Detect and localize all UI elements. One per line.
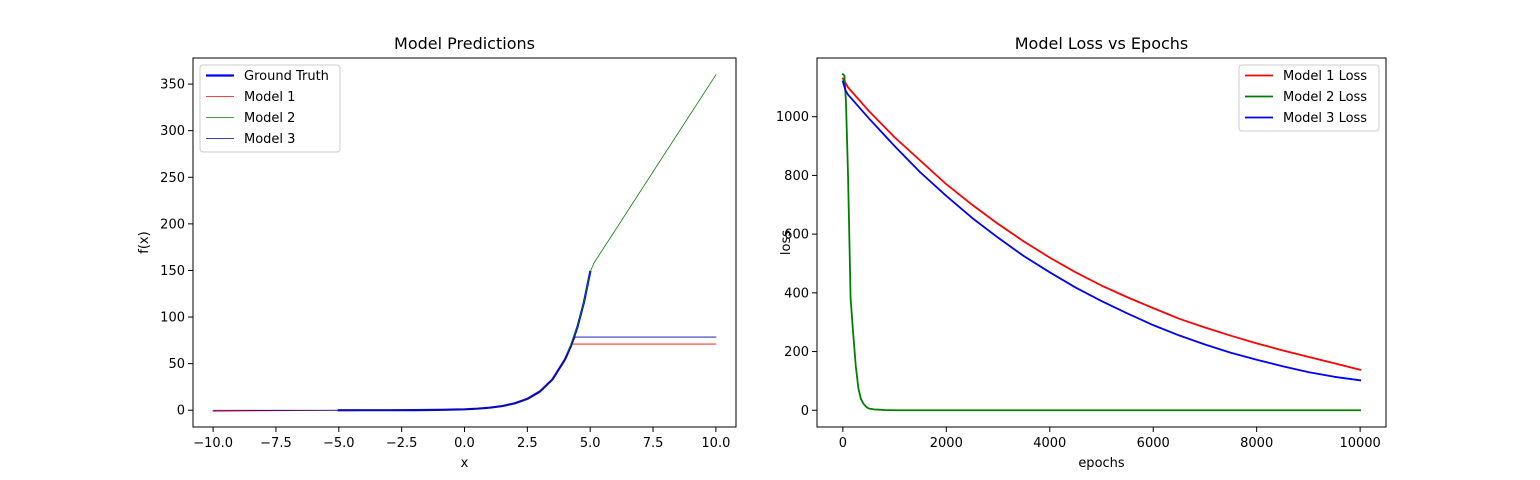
series-line-ground-truth bbox=[337, 270, 592, 412]
y-tick-label: 150 bbox=[160, 264, 185, 279]
x-tick-label: −2.5 bbox=[386, 436, 418, 451]
x-tick-label: 10.0 bbox=[701, 436, 730, 451]
y-tick-label: 0 bbox=[801, 404, 809, 419]
x-tick-label: 10000 bbox=[1339, 436, 1380, 451]
y-tick-label: 350 bbox=[160, 78, 185, 93]
axes-frame bbox=[816, 57, 1387, 428]
x-tick-label: 0.0 bbox=[454, 436, 475, 451]
x-tick-label: 8000 bbox=[1240, 436, 1273, 451]
series-line-model-2 bbox=[338, 74, 717, 411]
legend-label: Ground Truth bbox=[244, 69, 329, 84]
y-tick-label: 200 bbox=[784, 345, 809, 360]
y-tick-label: 300 bbox=[160, 124, 185, 139]
series-line-model-3 bbox=[212, 336, 717, 411]
y-tick-label: 250 bbox=[160, 171, 185, 186]
legend-label: Model 1 Loss bbox=[1283, 69, 1367, 84]
chart-title: Model Predictions bbox=[394, 34, 535, 53]
x-tick-label: 6000 bbox=[1137, 436, 1170, 451]
y-tick-label: 200 bbox=[160, 217, 185, 232]
y-tick-label: 100 bbox=[160, 311, 185, 326]
y-tick-label: 400 bbox=[784, 286, 809, 301]
legend: Ground Truth Model 1 Model 2 Model 3 bbox=[199, 64, 341, 153]
legend: Model 1 Loss Model 2 Loss Model 3 Loss bbox=[1238, 64, 1380, 132]
series-line-model-1-loss bbox=[841, 77, 1362, 371]
y-axis-label: f(x) bbox=[137, 231, 152, 253]
legend-label: Model 2 Loss bbox=[1283, 90, 1367, 105]
series-line-model-1 bbox=[212, 343, 717, 412]
y-tick-label: 600 bbox=[784, 228, 809, 243]
y-axis-label: loss bbox=[779, 230, 794, 255]
predictions-chart-panel: −10.0 −7.5 −5.0 −2.5 0.0 2.5 5.0 7.5 10.0 0 50 100 1… bbox=[137, 34, 737, 471]
legend-label: Model 2 bbox=[244, 111, 295, 126]
x-tick-label: 2.5 bbox=[517, 436, 538, 451]
x-tick-label: 0 bbox=[839, 436, 847, 451]
y-tick-label: 50 bbox=[168, 357, 185, 372]
legend-box bbox=[1238, 64, 1380, 132]
legend-box bbox=[199, 64, 341, 153]
loss-chart-panel: 0 2000 4000 6000 8000 10000 0 200 400 600 800 1000 M… bbox=[776, 34, 1387, 471]
chart-title: Model Loss vs Epochs bbox=[1015, 34, 1189, 53]
x-tick-label: 2000 bbox=[930, 436, 963, 451]
x-tick-label: −7.5 bbox=[260, 436, 292, 451]
legend-label: Model 1 bbox=[244, 90, 295, 105]
x-tick-label: −5.0 bbox=[323, 436, 355, 451]
series-group bbox=[212, 74, 717, 412]
series-group bbox=[841, 72, 1362, 412]
x-axis-label: x bbox=[461, 456, 469, 471]
series-line-model-3-loss bbox=[841, 80, 1362, 382]
x-tick-label: −10.0 bbox=[193, 436, 233, 451]
y-tick-label: 1000 bbox=[776, 110, 809, 125]
x-tick-label: 7.5 bbox=[643, 436, 664, 451]
y-tick-label: 0 bbox=[177, 404, 185, 419]
x-tick-label: 4000 bbox=[1033, 436, 1066, 451]
x-axis-label: epochs bbox=[1078, 456, 1125, 471]
legend-label: Model 3 bbox=[244, 132, 295, 147]
series-line-model-2-loss bbox=[841, 72, 1362, 412]
y-tick-label: 800 bbox=[784, 169, 809, 184]
legend-label: Model 3 Loss bbox=[1283, 111, 1367, 126]
x-tick-label: 5.0 bbox=[580, 436, 601, 451]
